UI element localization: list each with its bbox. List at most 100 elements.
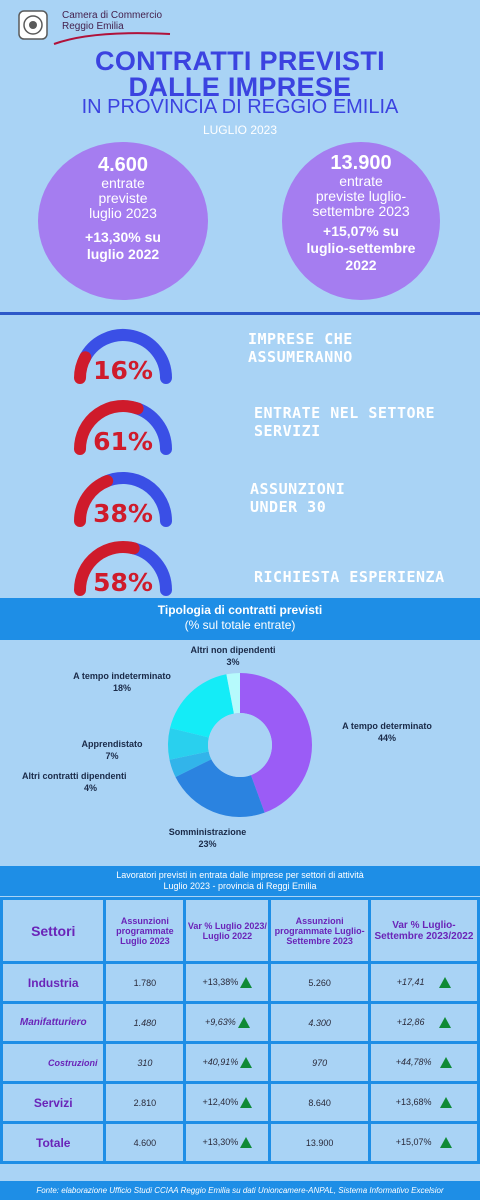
period-label: LUGLIO 2023 — [202, 123, 278, 137]
slice-name: Somministrazione — [168, 827, 247, 837]
chart-title: Tipologia di contratti previsti — [157, 603, 323, 617]
header-cell: Assunzioni programmate Luglio 2023 — [103, 897, 187, 964]
table-title-line-2: Luglio 2023 - provincia di Reggi Emilia — [163, 881, 317, 891]
slice-value: 4% — [84, 783, 98, 793]
gauge-percent: 58% — [93, 568, 153, 597]
highlight-variation-1: +13,30% su — [85, 229, 161, 245]
donut-slice-2 — [169, 751, 212, 777]
highlight-text-2: previste — [98, 190, 148, 206]
value-cell: 970 — [268, 1041, 371, 1084]
variation-cell: +9,63% — [183, 1001, 272, 1044]
title-line-1: CONTRATTI PREVISTI — [95, 46, 385, 76]
logo-swoosh — [53, 32, 171, 45]
up-arrow-icon — [440, 1137, 453, 1149]
variation-value: +15,07% — [395, 1136, 432, 1147]
gauge-3: 58% — [74, 541, 172, 597]
gauge-label-line: SERVIZI — [254, 422, 321, 440]
value-cell: 1.480 — [103, 1001, 187, 1044]
chart-subtitle: (% sul totale entrate) — [184, 618, 296, 632]
up-arrow-icon — [439, 977, 452, 989]
variation-cell: +40,91% — [183, 1041, 272, 1084]
value-cell: 8.640 — [268, 1081, 371, 1124]
value-cell: 4.600 — [103, 1121, 187, 1164]
gauge-fill — [74, 475, 114, 527]
donut-hole — [208, 713, 272, 777]
gauge-fill — [74, 351, 92, 384]
variation-value: +44,78% — [395, 1056, 432, 1067]
value-cell: 5.260 — [268, 961, 371, 1004]
variation-cell: +44,78% — [367, 1041, 480, 1084]
slice-label-0: A tempo determinato 44% — [332, 720, 442, 744]
highlight-variation-2: luglio 2022 — [86, 246, 160, 262]
gauge-fill — [74, 400, 144, 455]
organization-name: Camera di Commercio Reggio Emilia — [62, 10, 162, 32]
gauge-label-line: IMPRESE CHE — [248, 330, 353, 348]
variation-value: +13,30% — [202, 1136, 239, 1147]
highlight-july: 4.600 entrate previste luglio 2023 +13,3… — [38, 142, 208, 300]
highlight-text-1: entrate — [101, 175, 145, 191]
table-header-row: Settori Assunzioni programmate Luglio 20… — [0, 897, 480, 964]
slice-label-5: Altri non dipendenti 3% — [178, 644, 288, 668]
slice-label-2: Altri contratti dipendenti 4% — [22, 770, 162, 794]
gauge-track — [78, 329, 172, 384]
slice-name: Apprendistato — [81, 739, 143, 749]
variation-value: +12,40% — [202, 1096, 239, 1107]
up-arrow-icon — [240, 1097, 253, 1109]
variation-cell: +13,30% — [183, 1121, 272, 1164]
slice-label-1: Somministrazione 23% — [150, 826, 265, 850]
variation-value: +17,41 — [396, 976, 425, 987]
source-footnote: Fonte: elaborazione Ufficio Studi CCIAA … — [0, 1181, 480, 1200]
slice-value: 23% — [198, 839, 217, 849]
gauge-percent: 61% — [93, 427, 153, 456]
gauge-2: 38% — [74, 472, 172, 528]
table-row: Industria 1.780 +13,38% 5.260 +17,41 — [0, 961, 480, 1004]
donut-chart — [168, 673, 313, 817]
variation-cell: +13,38% — [183, 961, 272, 1004]
slice-name: Altri non dipendenti — [190, 645, 276, 655]
gauge-label-line: RICHIESTA ESPERIENZA — [254, 568, 445, 586]
gauge-label-line: ASSUMERANNO — [248, 348, 353, 366]
org-line-2: Reggio Emilia — [62, 21, 124, 32]
highlight-text-3: settembre 2023 — [312, 203, 410, 219]
variation-cell: +13,68% — [367, 1081, 480, 1124]
header-cell: Var % Luglio-Settembre 2023/2022 — [367, 897, 480, 964]
slice-value: 3% — [226, 657, 240, 667]
slice-label-3: Apprendistato 7% — [62, 738, 162, 762]
chart-title-banner: Tipologia di contratti previsti (% sul t… — [0, 598, 480, 640]
donut-slice-1 — [175, 759, 265, 817]
gauge-1: 61% — [74, 400, 172, 456]
sector-cell: Costruzioni — [0, 1041, 107, 1084]
up-arrow-icon — [440, 1057, 453, 1069]
title-line-2: DALLE IMPRESE — [128, 72, 352, 102]
sector-cell: Industria — [0, 961, 107, 1004]
slice-label-4: A tempo indeterminato 18% — [62, 670, 182, 694]
donut-slice-3 — [168, 728, 209, 760]
donut-slice-4 — [170, 674, 234, 738]
highlight-variation-1: +15,07% su — [323, 223, 399, 239]
table-title-banner: Lavoratori previsti in entrata dalle imp… — [0, 866, 480, 896]
chamber-logo-icon — [18, 10, 48, 40]
slice-name: Altri contratti dipendenti — [22, 771, 127, 781]
variation-cell: +12,86 — [367, 1001, 480, 1044]
up-arrow-icon — [240, 1137, 253, 1149]
header-cell: Assunzioni programmate Luglio-Settembre … — [268, 897, 371, 964]
slice-value: 44% — [377, 733, 396, 743]
gauge-track — [98, 472, 172, 527]
gauge-label-3: RICHIESTA ESPERIENZA — [254, 568, 445, 586]
gauge-label-1: ENTRATE NEL SETTORE SERVIZI — [254, 404, 435, 440]
page-subtitle: IN PROVINCIA DI REGGIO EMILIA — [81, 96, 399, 118]
up-arrow-icon — [439, 1017, 452, 1029]
gauge-label-0: IMPRESE CHE ASSUMERANNO — [248, 330, 353, 366]
highlight-text-1: entrate — [339, 173, 383, 189]
sector-cell: Manifatturiero — [0, 1001, 107, 1044]
slice-name: A tempo indeterminato — [73, 671, 171, 681]
table-row: Costruzioni 310 +40,91% 970 +44,78% — [0, 1041, 480, 1084]
slice-name: A tempo determinato — [342, 721, 432, 731]
variation-cell: +15,07% — [367, 1121, 480, 1164]
highlight-value: 4.600 — [97, 154, 149, 176]
highlight-variation-3: 2022 — [345, 257, 377, 273]
table-row: Manifatturiero 1.480 +9,63% 4.300 +12,86 — [0, 1001, 480, 1044]
sector-cell: Totale — [0, 1121, 107, 1164]
page-title: CONTRATTI PREVISTI DALLE IMPRESE — [0, 46, 480, 102]
value-cell: 310 — [103, 1041, 187, 1084]
